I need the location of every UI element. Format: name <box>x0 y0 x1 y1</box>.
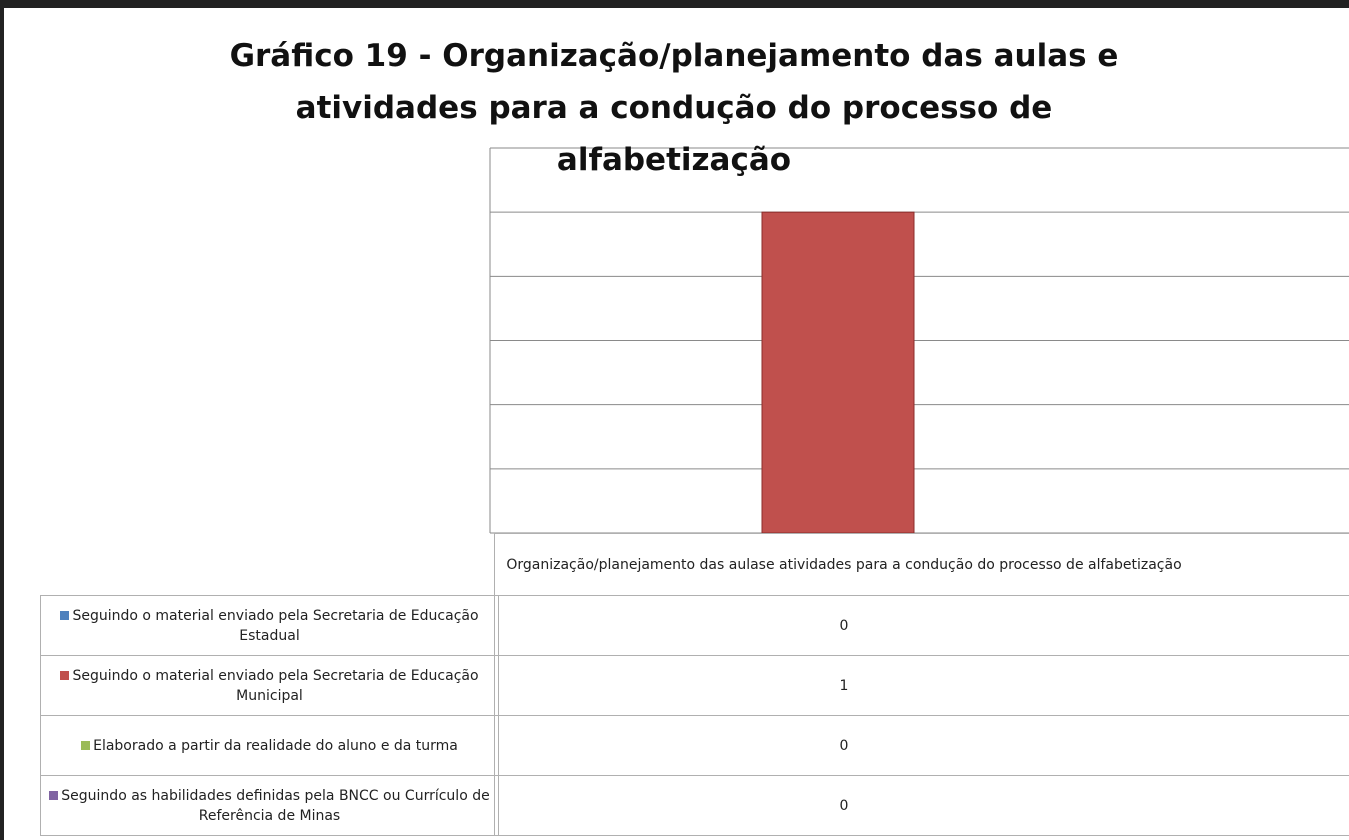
chart <box>489 147 1349 534</box>
legend-key <box>60 611 70 620</box>
legend-key <box>49 791 59 800</box>
legend-entry: Seguindo o material enviado pela Secreta… <box>40 595 499 656</box>
legend-text: Seguindo o material enviado pela Secreta… <box>45 606 494 646</box>
table-value: 1 <box>494 655 1349 716</box>
legend-label: Seguindo as habilidades definidas pela B… <box>61 787 490 824</box>
category-label: Organização/planejamento das aulase ativ… <box>494 533 1349 596</box>
legend-entry: Seguindo as habilidades definidas pela B… <box>40 775 499 836</box>
table-value: 0 <box>494 715 1349 776</box>
legend-text: Elaborado a partir da realidade do aluno… <box>81 736 458 756</box>
legend-label: Elaborado a partir da realidade do aluno… <box>93 737 458 754</box>
legend-entry: Elaborado a partir da realidade do aluno… <box>40 715 499 776</box>
legend-text: Seguindo o material enviado pela Secreta… <box>45 666 494 706</box>
legend-label: Seguindo o material enviado pela Secreta… <box>72 667 479 704</box>
legend-label: Seguindo o material enviado pela Secreta… <box>72 607 479 644</box>
table-value: 0 <box>494 595 1349 656</box>
table-value: 0 <box>494 775 1349 836</box>
legend-text: Seguindo as habilidades definidas pela B… <box>45 786 494 826</box>
legend-entry: Seguindo o material enviado pela Secreta… <box>40 655 499 716</box>
bar <box>761 211 915 534</box>
chart-title: Gráfico 19 - Organização/planejamento da… <box>229 38 1119 178</box>
legend-key <box>81 741 91 750</box>
legend-key <box>60 671 70 680</box>
